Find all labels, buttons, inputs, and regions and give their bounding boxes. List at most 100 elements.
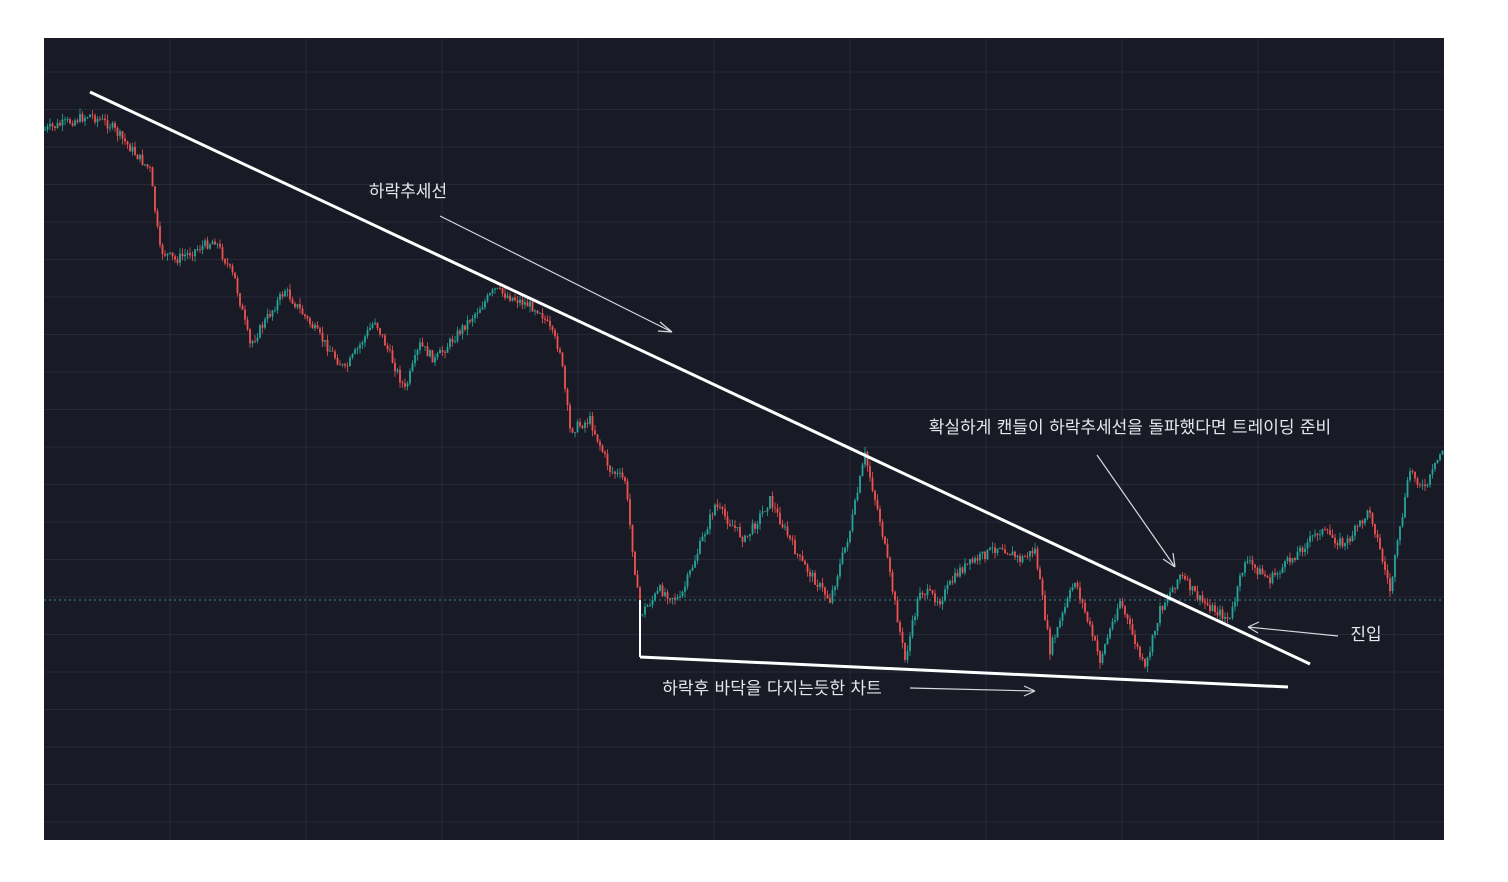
candle-body [454, 341, 456, 343]
candle-body [676, 597, 679, 600]
candle-body [176, 259, 179, 263]
candle-body [609, 465, 611, 472]
candle-body [446, 347, 449, 353]
candle-body [674, 597, 676, 600]
candle-body [139, 154, 141, 160]
candle-body [1289, 557, 1291, 563]
candle-body [1099, 651, 1101, 663]
candle-body [169, 252, 171, 254]
candle-body [621, 472, 624, 478]
candle-body [324, 340, 326, 342]
candle-body [1106, 637, 1109, 645]
candle-body [841, 552, 844, 564]
candle-body [1384, 561, 1386, 571]
candle-body [1371, 512, 1374, 525]
candle-body [1199, 595, 1201, 600]
candle-body [1324, 529, 1326, 530]
candle-body [421, 342, 424, 347]
candle-body [264, 319, 266, 328]
candle-body [199, 249, 201, 251]
candle-body [906, 651, 909, 660]
candle-body [284, 291, 286, 297]
candle-body [486, 295, 489, 302]
candle-body [1084, 602, 1086, 612]
candle-body [1279, 572, 1281, 574]
candle-body [209, 244, 211, 249]
candle-body [49, 123, 51, 127]
candle-body [1039, 568, 1041, 580]
candle-body [854, 500, 856, 515]
candle-body [149, 167, 151, 168]
candle-body [1369, 510, 1371, 513]
bottom-line [639, 655, 1289, 689]
candle-body [681, 591, 684, 597]
candle-body [586, 422, 589, 424]
candle-body [1056, 627, 1059, 638]
candle-body [316, 325, 319, 329]
candle-body [1256, 567, 1259, 575]
candle-body [326, 340, 329, 352]
candle-body [539, 312, 541, 314]
candle-body [1214, 605, 1216, 612]
candle-body [1409, 471, 1411, 481]
candle-body [131, 146, 134, 152]
candle-body [564, 366, 566, 389]
candle-body [809, 571, 811, 577]
candle-body [631, 524, 634, 552]
candle-body [246, 319, 249, 330]
candle-body [489, 293, 491, 296]
candle-body [1321, 529, 1324, 535]
arrows [439, 215, 1339, 697]
candle-body [156, 211, 159, 227]
candle-body [611, 471, 614, 473]
candle-body [319, 328, 321, 333]
candle-body [889, 557, 891, 573]
candle-body [179, 253, 181, 263]
candle-body [416, 349, 419, 356]
candle-body [276, 300, 279, 311]
candle-body [459, 330, 461, 334]
candle-body [1404, 497, 1406, 518]
candle-body [1221, 609, 1224, 619]
candle-body [504, 293, 506, 298]
candle-body [834, 586, 836, 591]
candle-body [1231, 606, 1234, 618]
candle-body [191, 255, 194, 257]
candle-body [691, 567, 694, 571]
candle-body [431, 350, 434, 363]
candle-body [484, 301, 486, 308]
candle-body [1354, 526, 1356, 536]
candle-body [411, 363, 414, 371]
candle-body [146, 164, 149, 168]
candle-body [1054, 637, 1056, 639]
candle-body [1194, 586, 1196, 592]
candle-body [1391, 576, 1394, 592]
candle-body [174, 256, 176, 260]
candle-body [74, 120, 76, 126]
candle-body [1159, 606, 1161, 624]
candle-body [1169, 592, 1171, 599]
candle-body [941, 600, 944, 605]
candle-body [289, 289, 291, 300]
candle-body [1359, 520, 1361, 527]
candle-body [1346, 538, 1349, 544]
candle-body [1379, 537, 1381, 549]
candle-body [129, 144, 131, 152]
candle-body [724, 508, 726, 517]
candle-body [1261, 568, 1264, 575]
candle-body [584, 422, 586, 428]
candle-body [226, 263, 229, 265]
candle-body [496, 287, 499, 289]
candle-body [274, 310, 276, 312]
candle-body [469, 320, 471, 322]
candle-body [166, 253, 169, 256]
candle-body [194, 249, 196, 257]
candle-body [1141, 656, 1144, 659]
candle-body [891, 572, 894, 592]
candle-body [1334, 537, 1336, 544]
candle-body [969, 559, 971, 565]
candle-body [461, 325, 464, 334]
candle-body [679, 596, 681, 598]
candle-body [1399, 526, 1401, 541]
candle-body [114, 123, 116, 128]
